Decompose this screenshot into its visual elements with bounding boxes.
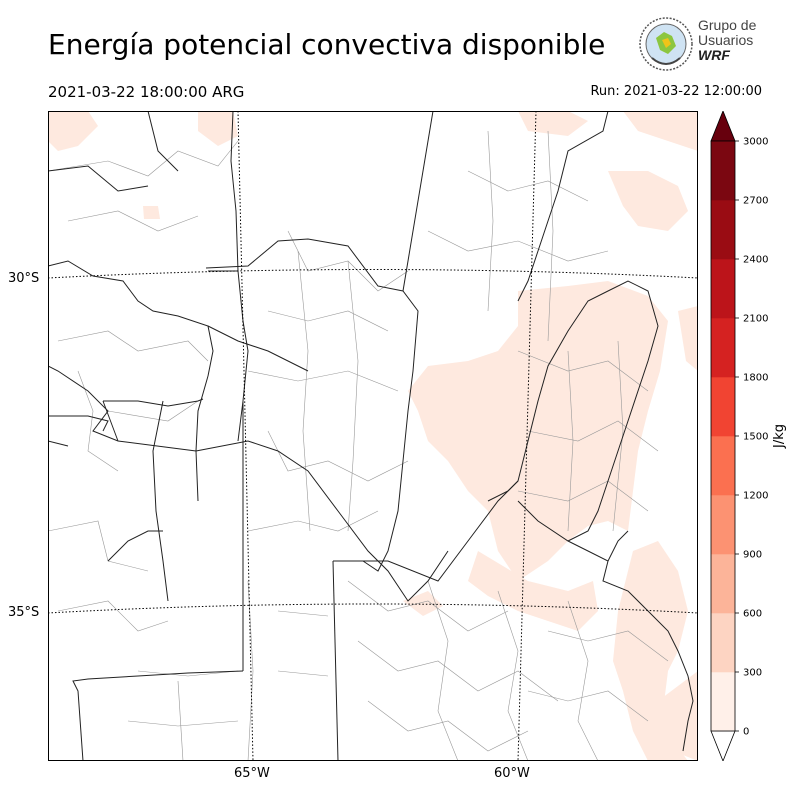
- colorbar-ticks: 0 300 600 900 1200 1500 1800 2100 2400 2700 3000: [735, 137, 768, 738]
- colorbar-bin: [711, 672, 735, 732]
- logo-line-1: Grupo de: [698, 17, 757, 33]
- colorbar-over-triangle: [710, 111, 736, 142]
- logo-line-3: WRF: [698, 47, 730, 63]
- lat-label-35s: 35°S: [8, 605, 40, 620]
- colorbar-tick-label: 1800: [743, 373, 768, 384]
- colorbar-tick-label: 2700: [743, 196, 768, 207]
- colorbar-tick-label: 3000: [743, 137, 768, 148]
- colorbar-tick-label: 2100: [743, 314, 768, 325]
- province-boundaries: [48, 111, 694, 761]
- colorbar-tick-label: 1500: [743, 432, 768, 443]
- colorbar-bin: [711, 318, 735, 378]
- colorbar-bin: [711, 613, 735, 673]
- valid-time: 2021-03-22 18:00:00 ARG: [48, 83, 245, 101]
- map-title: Energía potencial convectiva disponible: [48, 28, 606, 61]
- cape-map: [48, 111, 698, 761]
- colorbar-tick-label: 0: [743, 727, 749, 738]
- colorbar-tick-label: 600: [743, 609, 762, 620]
- colorbar-bin: [711, 377, 735, 437]
- lat-label-30s: 30°S: [8, 271, 40, 286]
- colorbar-unit-label: J/kg: [772, 424, 787, 449]
- run-time: Run: 2021-03-22 12:00:00: [590, 84, 762, 99]
- logo-line-2: Usuarios: [698, 32, 754, 48]
- wrf-group-logo: Grupo de Usuarios WRF: [638, 16, 763, 72]
- colorbar-tick-label: 2400: [743, 255, 768, 266]
- graticule: [48, 111, 698, 761]
- lon-label-60w: 60°W: [494, 766, 530, 781]
- colorbar: 0 300 600 900 1200 1500 1800 2100 2400 2700 3000 J…: [710, 111, 787, 761]
- colorbar-bins: [710, 111, 736, 761]
- parallel-30s: [48, 269, 698, 279]
- colorbar-bin: [711, 554, 735, 614]
- colorbar-bin: [711, 259, 735, 319]
- colorbar-bin: [711, 436, 735, 496]
- colorbar-bin: [711, 495, 735, 555]
- colorbar-bin: [711, 141, 735, 201]
- lon-label-65w: 65°W: [234, 766, 270, 781]
- colorbar-tick-label: 1200: [743, 491, 768, 502]
- map-frame: [48, 111, 698, 761]
- logo-text: Grupo de Usuarios WRF: [698, 18, 756, 63]
- colorbar-tick-label: 300: [743, 668, 762, 679]
- colorbar-under-triangle: [710, 730, 736, 761]
- colorbar-tick-label: 900: [743, 550, 762, 561]
- colorbar-bin: [711, 200, 735, 260]
- parallel-35s: [48, 603, 698, 614]
- department-boundaries: [48, 130, 669, 761]
- globe-logo-icon: [639, 17, 693, 71]
